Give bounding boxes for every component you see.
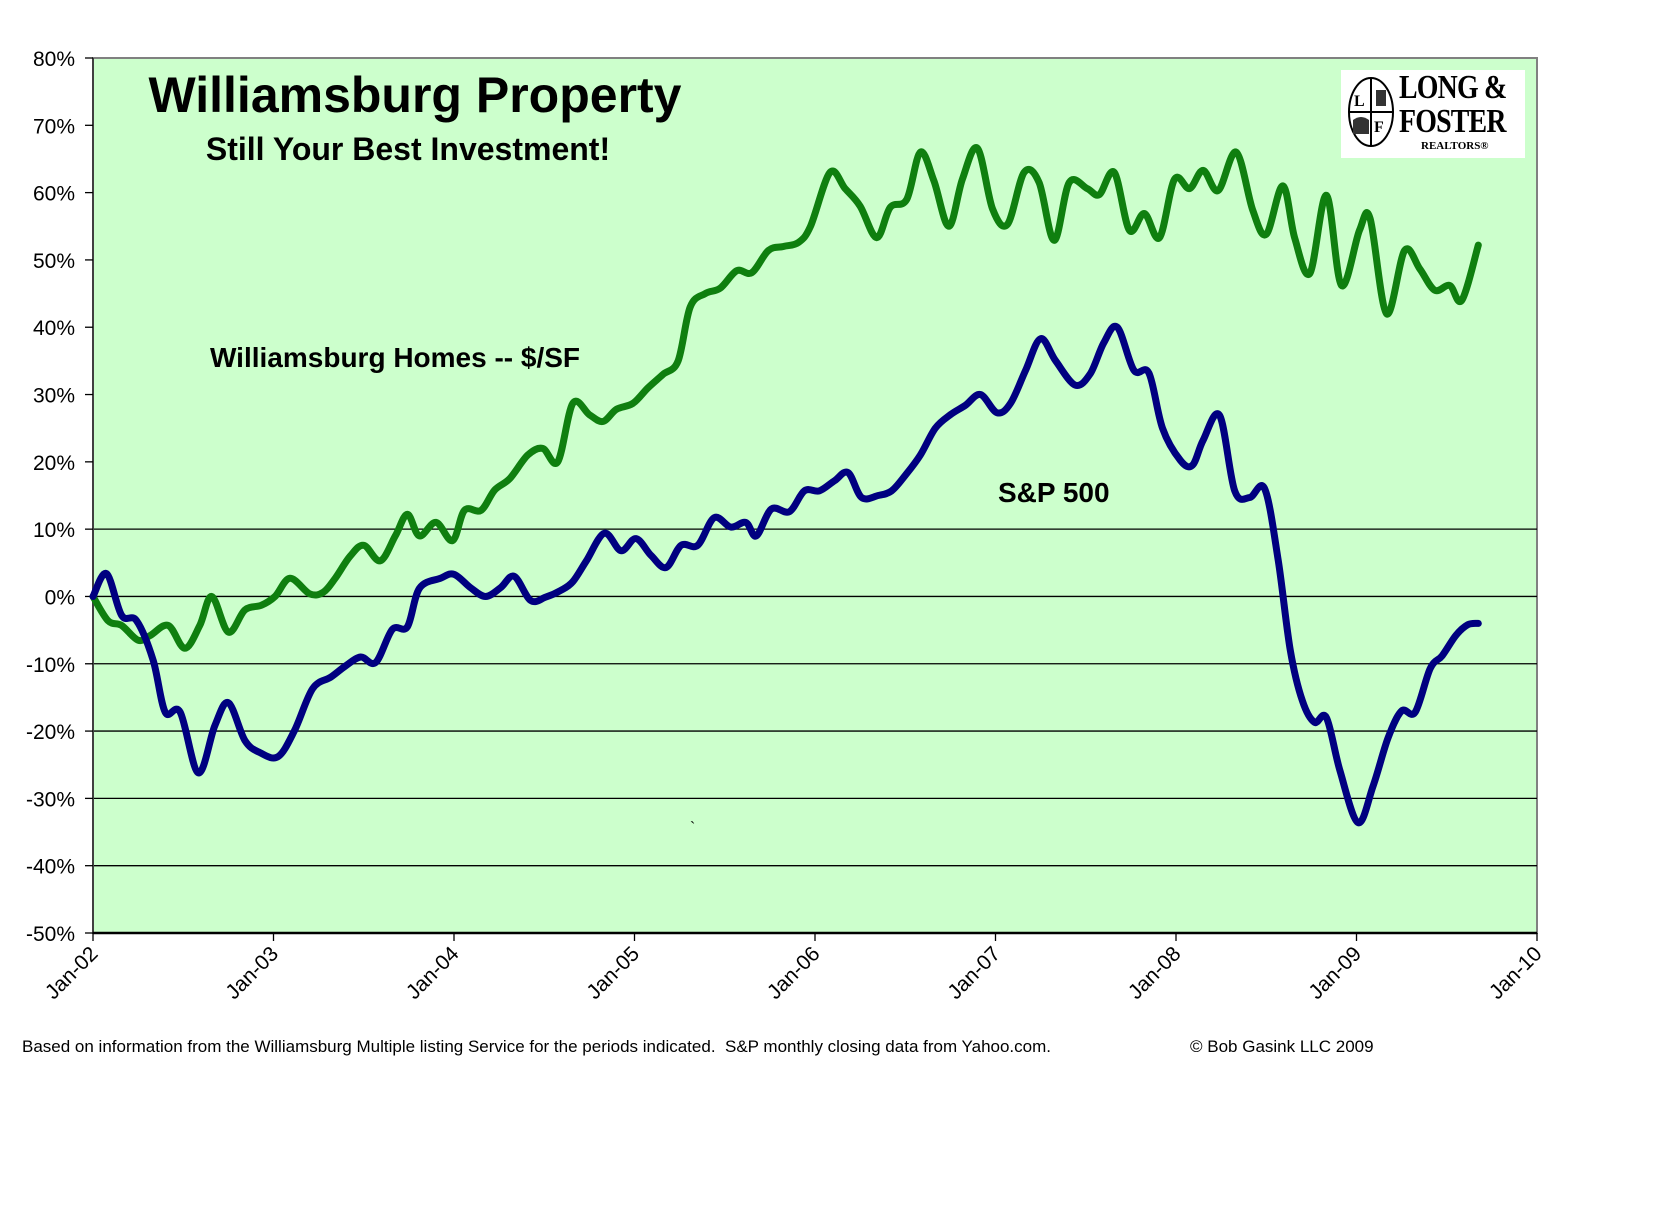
sp500-series-line [89, 322, 1482, 827]
y-tick-label: 30% [33, 385, 75, 408]
x-tick-label: Jan-03 [221, 942, 283, 1004]
x-tick-label: Jan-07 [943, 942, 1005, 1004]
x-tick-label: Jan-05 [582, 942, 644, 1004]
y-tick-label: 20% [33, 452, 75, 475]
x-tick-label: Jan-02 [41, 942, 103, 1004]
plot-area [92, 57, 1538, 934]
long-foster-logo: L F LONG & FOSTER REALTORS® [1341, 70, 1525, 158]
gridlines [93, 528, 1537, 867]
x-tick-label: Jan-06 [763, 942, 825, 1004]
y-tick-label: 40% [33, 317, 75, 340]
source-footnote: Based on information from the Williamsbu… [22, 1037, 1051, 1056]
stray-mark: ` [690, 820, 695, 837]
logo-letter-f: F [1374, 119, 1384, 136]
sp500-series-label: S&P 500 [998, 477, 1110, 508]
y-tick-label: 60% [33, 183, 75, 206]
y-tick-label: -20% [26, 721, 75, 744]
x-tick-label: Jan-10 [1485, 942, 1547, 1004]
y-tick-label: 10% [33, 519, 75, 542]
y-tick-label: 70% [33, 115, 75, 138]
chart-title: Williamsburg Property [149, 67, 682, 123]
y-tick-label: 80% [33, 48, 75, 71]
y-tick-label: -10% [26, 654, 75, 677]
logo-line-2: FOSTER [1399, 103, 1506, 140]
homes-series-line [89, 144, 1482, 652]
series-group [89, 144, 1482, 827]
logo-line-3: REALTORS® [1421, 140, 1489, 152]
logo-line-1: LONG & [1399, 69, 1507, 106]
x-tick-label: Jan-09 [1304, 942, 1366, 1004]
y-tick-label: -50% [26, 923, 75, 946]
x-axis: Jan-02 Jan-03 Jan-04 Jan-05 Jan-06 Jan-07 Jan-… [41, 931, 1547, 1004]
logo-emblem-icon: L F [1348, 77, 1394, 147]
y-tick-label: 0% [45, 586, 75, 609]
y-tick-label: -40% [26, 856, 75, 879]
y-tick-label: -30% [26, 788, 75, 811]
y-axis: 80% 70% 60% 50% 40% 30% 20% 10% 0% -10% -20% -30% -4… [26, 48, 94, 946]
chart-subtitle: Still Your Best Investment! [206, 131, 610, 167]
x-tick-label: Jan-08 [1124, 942, 1186, 1004]
homes-series-label: Williamsburg Homes -- $/SF [210, 342, 580, 373]
y-tick-label: 50% [33, 250, 75, 273]
x-tick-label: Jan-04 [402, 942, 464, 1004]
copyright-footnote: © Bob Gasink LLC 2009 [1190, 1037, 1374, 1056]
logo-letter-l: L [1354, 93, 1365, 110]
